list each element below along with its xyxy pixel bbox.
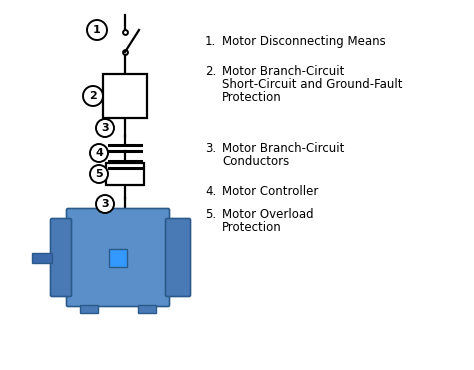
Text: 5.: 5. <box>205 208 216 221</box>
Text: Motor Disconnecting Means: Motor Disconnecting Means <box>222 35 386 48</box>
Text: 1: 1 <box>93 25 101 35</box>
Text: 2: 2 <box>89 91 97 101</box>
Text: Protection: Protection <box>222 91 282 104</box>
Circle shape <box>90 144 108 162</box>
Text: 3: 3 <box>101 123 109 133</box>
Text: 4.: 4. <box>205 185 216 198</box>
Circle shape <box>96 195 114 213</box>
FancyBboxPatch shape <box>66 209 170 306</box>
Text: 3: 3 <box>101 199 109 209</box>
Text: Motor Controller: Motor Controller <box>222 185 319 198</box>
Bar <box>106 163 144 185</box>
Circle shape <box>90 165 108 183</box>
FancyBboxPatch shape <box>51 219 72 296</box>
Text: Conductors: Conductors <box>222 155 289 168</box>
Text: 5: 5 <box>95 169 103 179</box>
FancyBboxPatch shape <box>165 219 191 296</box>
Bar <box>32 253 52 263</box>
Text: Short-Circuit and Ground-Fault: Short-Circuit and Ground-Fault <box>222 78 402 91</box>
Bar <box>80 305 98 313</box>
Circle shape <box>87 20 107 40</box>
Bar <box>138 305 156 313</box>
Bar <box>109 249 127 267</box>
Text: Protection: Protection <box>222 221 282 234</box>
Bar <box>103 74 147 118</box>
Text: 3.: 3. <box>205 142 216 155</box>
Text: 4: 4 <box>95 148 103 158</box>
Text: Motor Overload: Motor Overload <box>222 208 314 221</box>
Text: 1.: 1. <box>205 35 216 48</box>
Circle shape <box>83 86 103 106</box>
Text: 2.: 2. <box>205 65 216 78</box>
Circle shape <box>96 119 114 137</box>
Text: Motor Branch-Circuit: Motor Branch-Circuit <box>222 142 345 155</box>
Text: Motor Branch-Circuit: Motor Branch-Circuit <box>222 65 345 78</box>
